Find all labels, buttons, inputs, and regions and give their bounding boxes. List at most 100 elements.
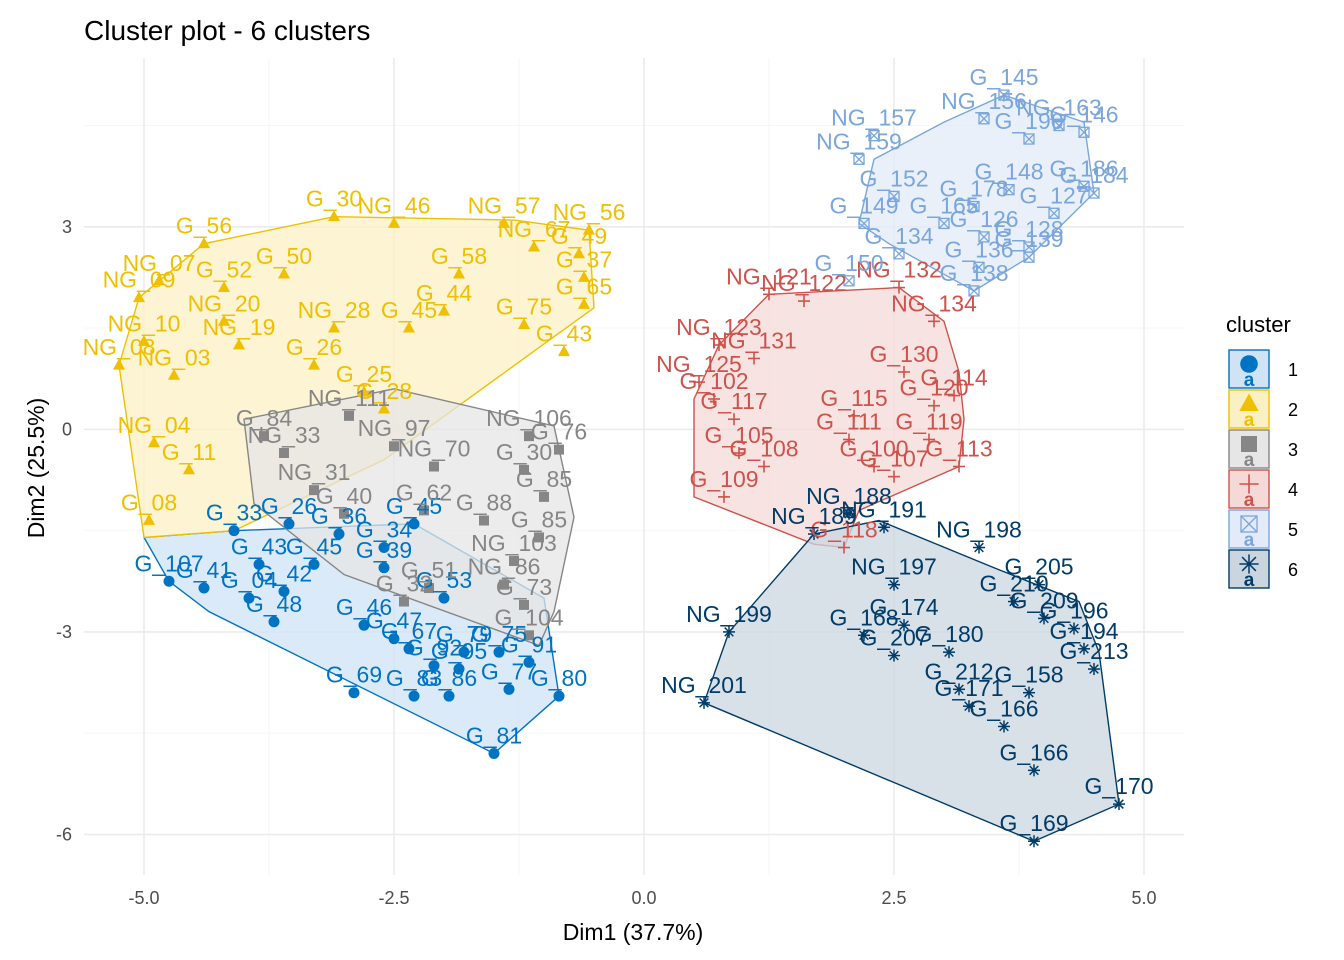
cluster-3-label: G_73 xyxy=(496,574,552,600)
cluster-5-point xyxy=(1023,133,1035,145)
legend: cluster a 1 a 2 a 3 a 4 a 5 a 6 xyxy=(1226,312,1298,591)
cluster-2-point xyxy=(197,237,211,249)
cluster-6-point xyxy=(1028,764,1040,777)
x-tick-label: 5.0 xyxy=(1131,888,1156,908)
cluster-2-point xyxy=(377,402,391,414)
cluster-4-point xyxy=(928,399,940,412)
cluster-6-label: G_158 xyxy=(994,662,1063,688)
cluster-6-label: G_213 xyxy=(1059,638,1128,664)
cluster-5-point xyxy=(868,129,880,142)
cluster-5-point xyxy=(978,231,990,243)
cluster-5-point xyxy=(858,217,870,230)
cluster-2-label: G_75 xyxy=(496,294,552,320)
y-axis-title: Dim2 (25.5%) xyxy=(23,398,49,539)
cluster-6-label: NG_198 xyxy=(936,517,1022,543)
cluster-5-point xyxy=(1048,207,1060,219)
cluster-6-label: G_170 xyxy=(1084,773,1153,799)
cluster-4-label: G_115 xyxy=(820,385,887,411)
cluster-6-point xyxy=(698,696,710,709)
cluster-1-point xyxy=(458,646,470,658)
cluster-1-point xyxy=(438,592,450,604)
cluster-3-point xyxy=(554,444,564,455)
cluster-6-label: G_212 xyxy=(924,658,993,684)
cluster-1-point xyxy=(488,747,500,759)
legend-symbol-2 xyxy=(1239,393,1259,412)
cluster-1-point xyxy=(378,562,390,574)
cluster-6-point xyxy=(878,521,890,534)
y-axis-ticks: -6 -3 0 3 xyxy=(56,217,72,845)
cluster-4-point xyxy=(888,470,900,483)
cluster-4-point xyxy=(693,376,705,389)
cluster-2-point xyxy=(517,318,531,330)
x-axis-title: Dim1 (37.7%) xyxy=(563,919,704,945)
cluster-5-label: G_178 xyxy=(939,176,1008,202)
cluster-1-label: G_92 xyxy=(406,635,462,661)
cluster-4-point xyxy=(718,490,730,503)
cluster-1-point xyxy=(283,518,295,530)
cluster-2-label: G_30 xyxy=(306,186,362,212)
cluster-5-point xyxy=(1088,187,1100,199)
cluster-5-label: NG_156 xyxy=(941,88,1027,114)
cluster-6-point xyxy=(1078,642,1090,655)
legend-key-text-5: a xyxy=(1244,530,1255,551)
cluster-4-label: G_100 xyxy=(839,436,908,462)
cluster-points xyxy=(112,89,1125,848)
cluster-2-point xyxy=(582,223,596,235)
cluster-2-point xyxy=(112,358,126,370)
cluster-6-point xyxy=(723,625,735,638)
cluster-4-label: G_120 xyxy=(899,375,968,401)
cluster-3-label: NG_103 xyxy=(471,530,557,556)
legend-key-text-1: a xyxy=(1244,370,1255,391)
cluster-2-label: NG_08 xyxy=(83,334,156,360)
cluster-2-label: NG_10 xyxy=(108,311,181,337)
cluster-4-label: NG_123 xyxy=(676,314,762,340)
cluster-1-label: G_83 xyxy=(386,665,442,691)
legend-label-3: 3 xyxy=(1288,440,1298,460)
x-tick-label: 0.0 xyxy=(631,888,656,908)
cluster-1-label: G_91 xyxy=(501,631,557,657)
cluster-5-point xyxy=(893,248,905,260)
cluster-6-label: NG_189 xyxy=(771,503,857,529)
cluster-4-label: G_113 xyxy=(925,436,992,462)
cluster-3-label: NG_106 xyxy=(486,405,572,431)
cluster-4-point xyxy=(893,281,905,294)
cluster-2-label: G_26 xyxy=(286,334,342,360)
cluster-4-point xyxy=(758,460,770,473)
cluster-2-point xyxy=(147,436,161,448)
cluster-6-label: G_166 xyxy=(969,695,1038,721)
cluster-4-label: NG_121 xyxy=(726,263,812,289)
cluster-6-point xyxy=(953,683,965,696)
cluster-4-label: G_130 xyxy=(869,341,938,367)
cluster-6-label: G_209 xyxy=(1009,587,1078,613)
cluster-4-point xyxy=(948,389,960,402)
y-tick-label: 0 xyxy=(62,419,72,439)
cluster-4-label: NG_132 xyxy=(856,257,942,283)
cluster-2-point xyxy=(217,280,231,292)
cluster-2-label: G_25 xyxy=(336,361,392,387)
cluster-4-label: G_114 xyxy=(920,365,988,391)
cluster-5-point xyxy=(843,275,855,287)
cluster-3-point xyxy=(524,630,534,641)
cluster-4-point xyxy=(838,541,850,554)
cluster-1-point xyxy=(453,663,465,675)
cluster-6-point xyxy=(943,646,955,659)
cluster-3-point xyxy=(309,485,319,496)
cluster-5-label: G_150 xyxy=(814,250,883,276)
cluster-2-label: G_58 xyxy=(431,243,487,269)
cluster-2-label: G_50 xyxy=(256,243,312,269)
cluster-4-hull xyxy=(693,286,965,549)
cluster-5-point xyxy=(998,89,1010,101)
cluster-5-point xyxy=(968,200,980,213)
cluster-2-point xyxy=(557,345,571,357)
legend-key-text-4: a xyxy=(1244,490,1255,511)
cluster-1-label: G_41 xyxy=(176,557,232,583)
cluster-3-label: G_51 xyxy=(401,557,457,583)
cluster-1-label: G_46 xyxy=(336,594,392,620)
cluster-1-label: G_53 xyxy=(416,567,472,593)
cluster-2-label: G_08 xyxy=(121,490,177,516)
cluster-5-label: G_190 xyxy=(994,108,1063,134)
cluster-2-point xyxy=(437,304,451,316)
cluster-3-point xyxy=(419,505,429,516)
cluster-1-point xyxy=(493,646,505,658)
chart-title: Cluster plot - 6 clusters xyxy=(84,15,370,46)
